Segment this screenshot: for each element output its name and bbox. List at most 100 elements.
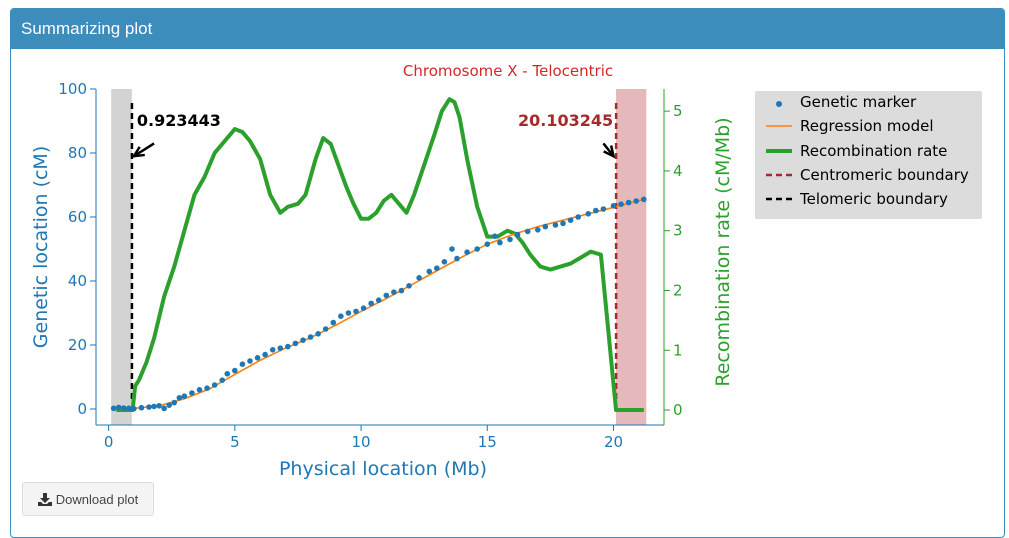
chart-legend: Genetic marker Regression model Recombinat… bbox=[755, 91, 982, 219]
y-tick-label-right: 0 bbox=[673, 401, 683, 419]
telomeric-arrow-head bbox=[131, 146, 145, 158]
genetic-marker-point bbox=[618, 201, 624, 207]
y-tick-label-right: 4 bbox=[673, 162, 683, 180]
telomeric-boundary-label: 0.923443 bbox=[137, 111, 221, 130]
genetic-marker-point bbox=[110, 405, 117, 412]
x-tick-label: 5 bbox=[230, 433, 240, 451]
legend-entry-label: Centromeric boundary bbox=[800, 166, 969, 184]
genetic-marker-point bbox=[189, 390, 195, 396]
y-tick-label-right: 2 bbox=[673, 281, 683, 299]
genetic-marker-point bbox=[492, 233, 498, 239]
y-tick-label-right: 1 bbox=[673, 341, 683, 359]
genetic-marker-point bbox=[434, 265, 440, 272]
genetic-marker-point bbox=[560, 220, 566, 227]
x-tick-label: 15 bbox=[478, 433, 497, 451]
y-tick-label-left: 0 bbox=[77, 400, 87, 418]
y-tick-label-right: 5 bbox=[673, 102, 683, 120]
genetic-marker-point bbox=[211, 382, 218, 388]
genetic-marker-point bbox=[449, 246, 455, 252]
genetic-marker-point bbox=[262, 351, 268, 358]
y-axis-label-left: Genetic location (cM) bbox=[30, 146, 52, 348]
genetic-marker-point bbox=[416, 275, 422, 281]
genetic-marker-point bbox=[641, 196, 647, 203]
genetic-marker-point bbox=[196, 387, 203, 393]
genetic-marker-point bbox=[292, 340, 299, 347]
summary-plot: Chromosome X - Telocentric 0 5 10 15 2002040… bbox=[30, 62, 982, 480]
genetic-marker-point bbox=[567, 217, 574, 223]
genetic-marker-point bbox=[625, 199, 632, 206]
genetic-marker-point bbox=[338, 313, 344, 320]
genetic-marker-point bbox=[239, 361, 246, 368]
genetic-marker-point bbox=[441, 259, 448, 265]
genetic-marker-point bbox=[383, 292, 390, 299]
genetic-marker-point bbox=[507, 236, 513, 243]
genetic-marker-point bbox=[219, 377, 226, 384]
genetic-marker-point bbox=[375, 297, 382, 304]
genetic-marker-point bbox=[353, 308, 359, 315]
genetic-marker-point bbox=[464, 249, 470, 255]
legend-entry-label: Recombination rate bbox=[800, 142, 947, 160]
genetic-marker-point bbox=[542, 223, 549, 230]
genetic-marker-point bbox=[391, 289, 397, 296]
genetic-marker-point bbox=[126, 405, 132, 412]
genetic-marker-point bbox=[131, 405, 137, 412]
genetic-marker-point bbox=[514, 231, 521, 238]
genetic-marker-point bbox=[224, 371, 231, 377]
genetic-marker-point bbox=[247, 358, 253, 364]
x-tick-label: 0 bbox=[104, 433, 114, 451]
y-tick-label-left: 40 bbox=[68, 272, 87, 290]
genetic-marker-point bbox=[232, 367, 238, 374]
genetic-marker-point bbox=[322, 326, 329, 332]
chart-title: Chromosome X - Telocentric bbox=[403, 62, 613, 80]
genetic-marker-point bbox=[161, 405, 167, 412]
genetic-marker-point bbox=[307, 334, 314, 340]
genetic-marker-point bbox=[138, 404, 145, 411]
genetic-marker-point bbox=[315, 331, 321, 337]
genetic-marker-point bbox=[151, 403, 157, 410]
download-plot-label: Download plot bbox=[55, 491, 139, 507]
y-tick-label-left: 100 bbox=[58, 80, 87, 98]
genetic-marker-point bbox=[166, 402, 173, 408]
panel-title: Summarizing plot bbox=[11, 9, 1004, 49]
genetic-marker-point bbox=[120, 405, 127, 411]
genetic-marker-point bbox=[254, 355, 261, 361]
download-icon bbox=[37, 492, 52, 506]
legend-entry-label: Telomeric boundary bbox=[799, 190, 948, 208]
genetic-marker-point bbox=[524, 228, 531, 235]
genetic-marker-point bbox=[633, 198, 640, 204]
x-tick-label: 10 bbox=[352, 433, 371, 451]
genetic-marker-point bbox=[610, 203, 617, 209]
y-axis-label-right: Recombination rate (cM/Mb) bbox=[712, 117, 734, 386]
genetic-marker-point bbox=[593, 207, 599, 214]
regression-model-line bbox=[113, 198, 645, 410]
recombination-rate-line bbox=[116, 97, 644, 413]
y-tick-label-left: 80 bbox=[68, 144, 87, 162]
genetic-marker-point bbox=[277, 345, 284, 352]
centromeric-boundary-label: 20.103245 bbox=[518, 111, 613, 130]
y-tick-label-right: 3 bbox=[673, 222, 683, 240]
genetic-marker-point bbox=[171, 399, 178, 406]
legend-box bbox=[755, 91, 982, 219]
genetic-marker-point bbox=[176, 395, 183, 401]
genetic-marker-point bbox=[426, 268, 433, 275]
shaded-region-0 bbox=[111, 89, 132, 425]
genetic-marker-point bbox=[406, 283, 412, 289]
genetic-marker-point bbox=[398, 287, 405, 294]
genetic-marker-point bbox=[497, 239, 503, 246]
genetic-marker-point bbox=[360, 305, 367, 312]
genetic-marker-point bbox=[534, 227, 541, 233]
genetic-marker-point bbox=[600, 206, 607, 212]
legend-entry-label: Genetic marker bbox=[800, 93, 917, 111]
centromeric-arrow-head bbox=[603, 145, 616, 159]
genetic-marker-point bbox=[146, 404, 152, 410]
genetic-marker-point bbox=[454, 255, 460, 262]
genetic-marker-point bbox=[552, 222, 559, 228]
genetic-marker-point bbox=[300, 337, 306, 344]
y-tick-label-left: 20 bbox=[68, 336, 87, 354]
genetic-marker-point bbox=[181, 393, 188, 400]
genetic-marker-point bbox=[269, 347, 276, 353]
genetic-marker-point bbox=[484, 241, 491, 247]
download-plot-button[interactable]: Download plot bbox=[22, 482, 154, 516]
legend-entry-label: Regression model bbox=[800, 117, 934, 135]
genetic-marker-point bbox=[115, 404, 122, 411]
